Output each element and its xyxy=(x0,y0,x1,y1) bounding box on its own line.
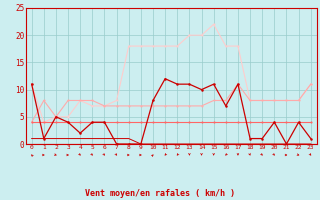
Text: Vent moyen/en rafales ( km/h ): Vent moyen/en rafales ( km/h ) xyxy=(85,189,235,198)
